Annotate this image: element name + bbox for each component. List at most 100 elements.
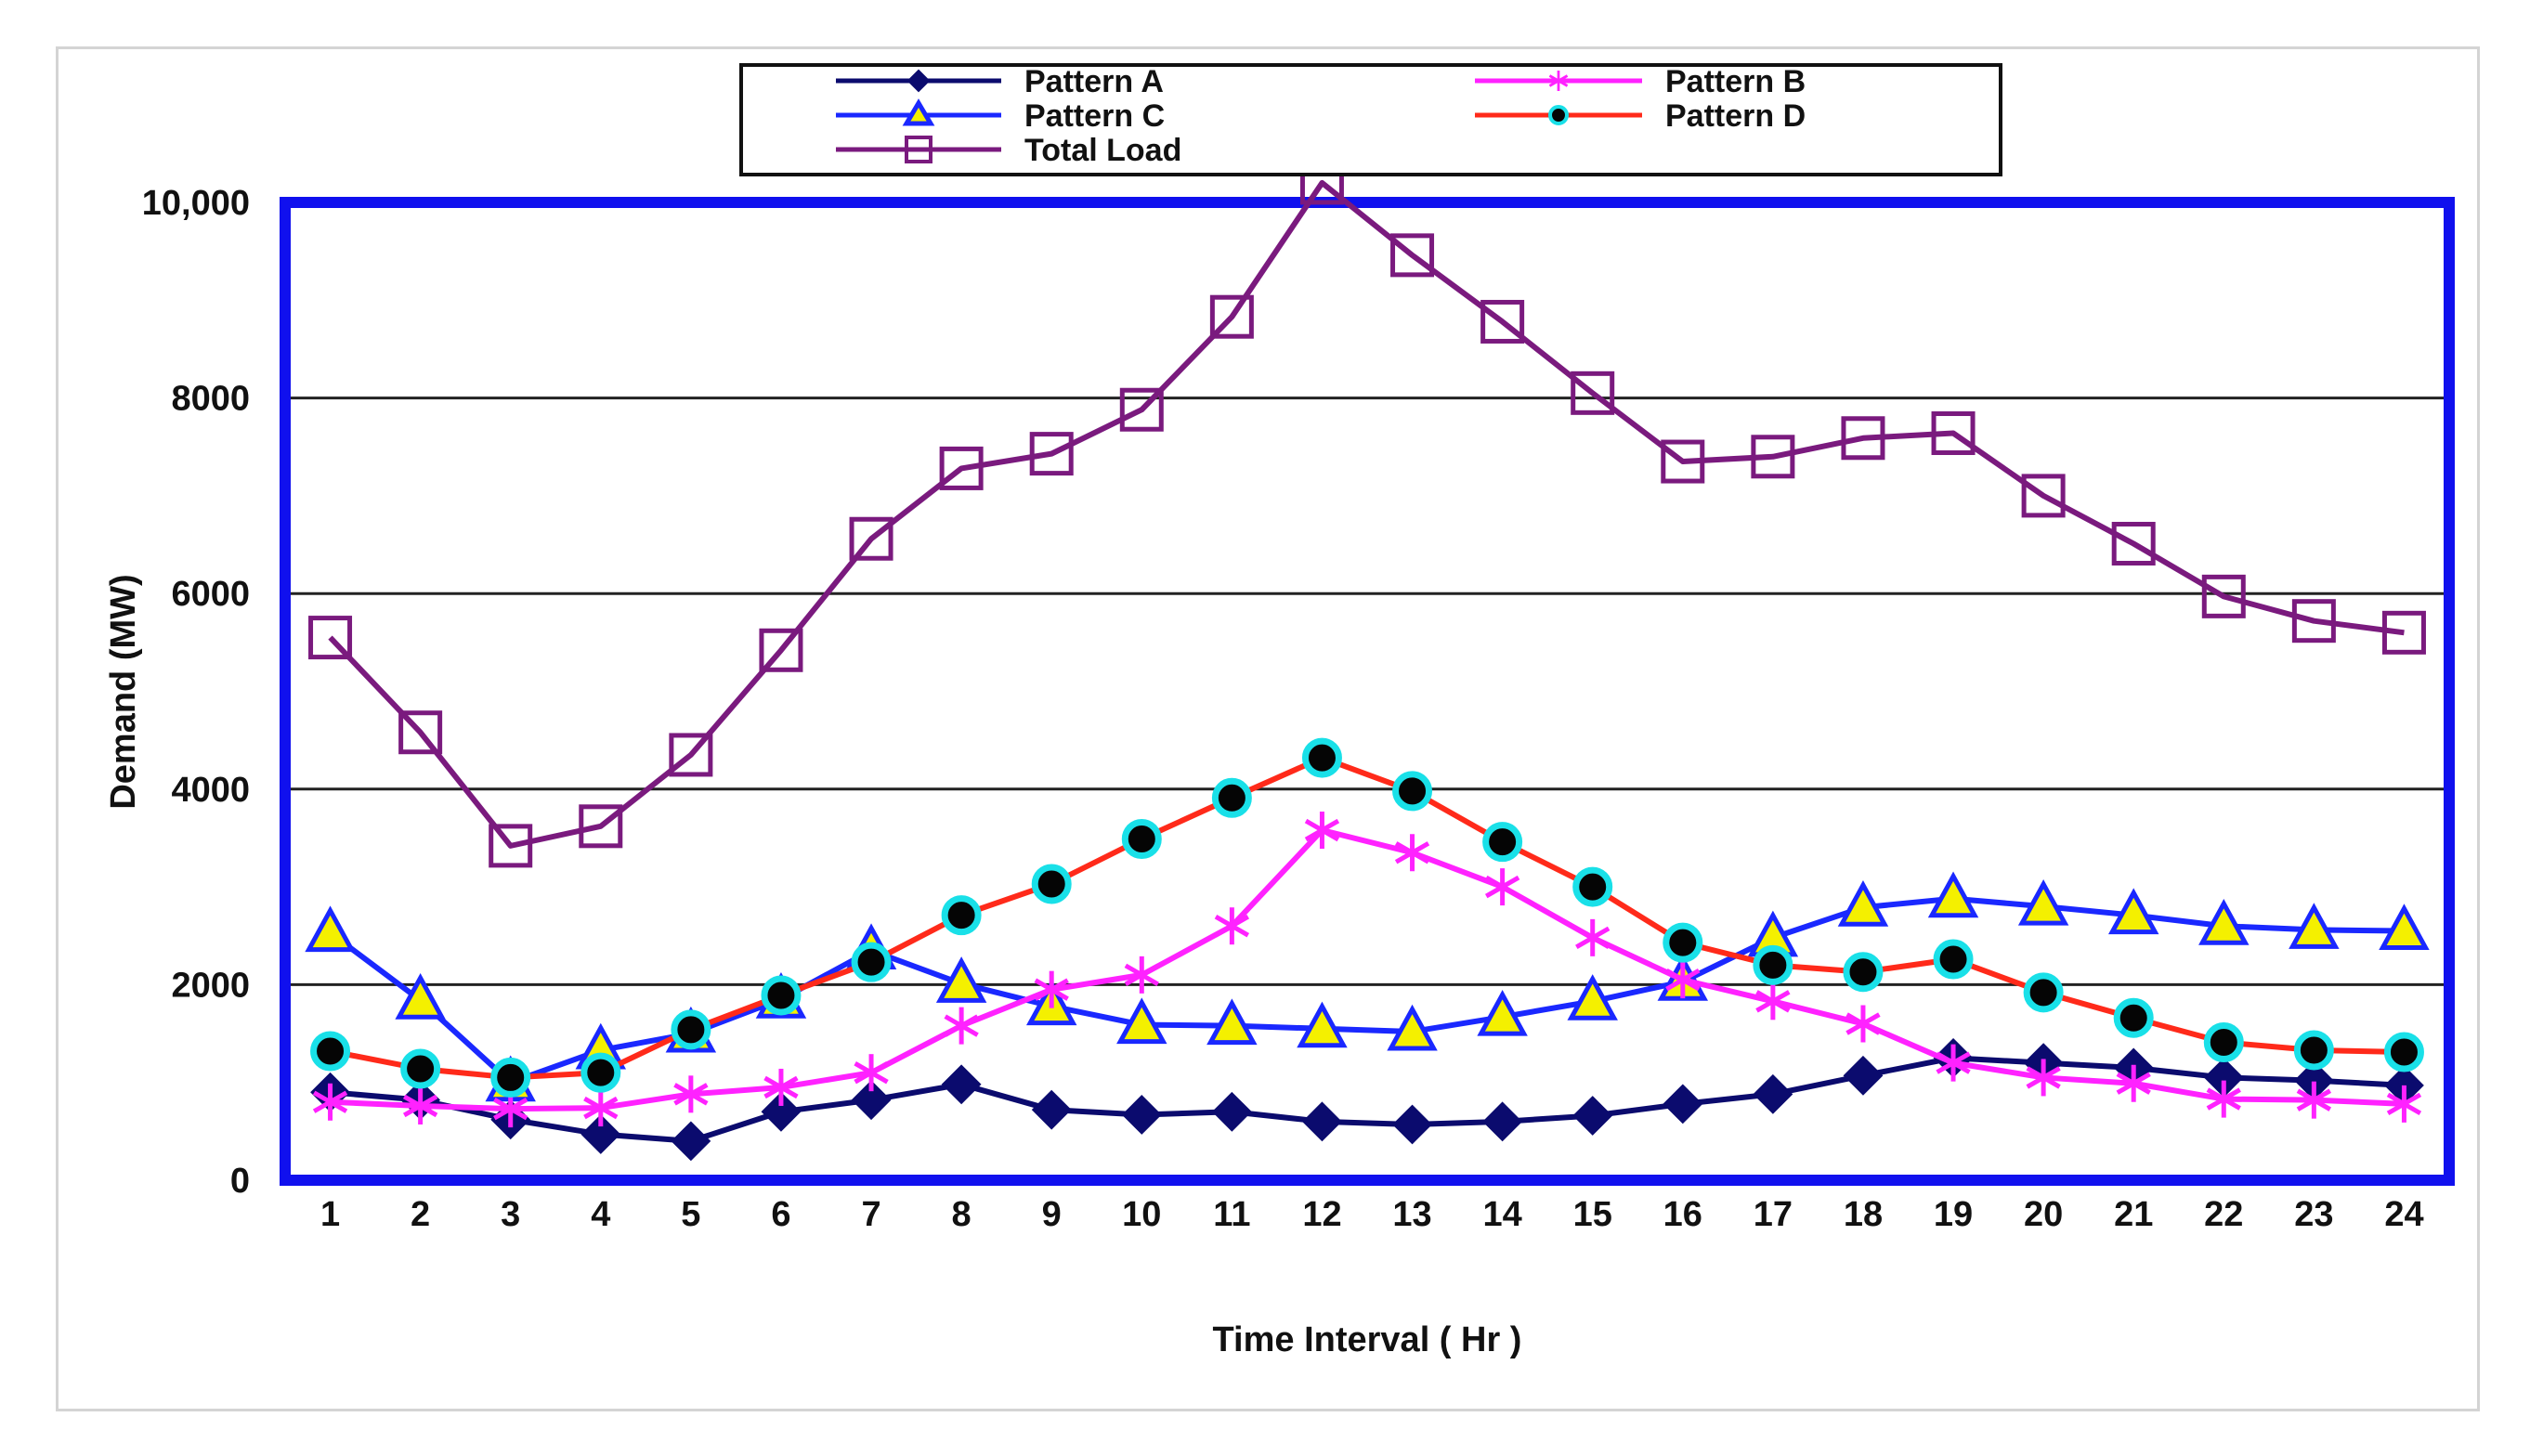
point-total-load	[1571, 370, 1615, 415]
point-pattern-a	[1753, 1073, 1793, 1114]
point-pattern-c	[2198, 899, 2250, 945]
point-pattern-d	[490, 1057, 531, 1098]
series-line-total-load	[328, 179, 2405, 849]
point-pattern-d	[1392, 771, 1433, 812]
point-pattern-d	[1121, 819, 1162, 860]
grid-layer	[285, 396, 2449, 986]
point-pattern-b	[1034, 970, 1069, 1008]
legend-marker-pattern-d	[1548, 105, 1569, 125]
point-pattern-a	[671, 1121, 711, 1162]
point-pattern-b	[944, 1007, 979, 1045]
point-total-load	[1390, 233, 1435, 278]
point-pattern-c	[1387, 1004, 1438, 1051]
point-pattern-c	[395, 973, 446, 1020]
legend-item-pattern-d: Pattern D	[1475, 98, 1806, 134]
y-tick-label: 4000	[171, 771, 250, 810]
point-pattern-d	[1572, 866, 1613, 907]
x-tick-label: 18	[1844, 1195, 1883, 1234]
point-pattern-a	[1121, 1095, 1162, 1135]
point-pattern-b	[1755, 982, 1791, 1020]
legend: Pattern A Pattern B Pattern C Pattern D Tota…	[739, 63, 2002, 176]
point-pattern-d	[1301, 737, 1342, 778]
x-axis-title: Time Interval ( Hr )	[1213, 1320, 1522, 1359]
point-pattern-a	[1843, 1055, 1884, 1096]
point-pattern-d	[1031, 864, 1072, 904]
point-pattern-b	[1214, 907, 1250, 945]
point-pattern-d	[761, 975, 802, 1016]
point-pattern-b	[2296, 1081, 2332, 1119]
point-pattern-b	[312, 1083, 348, 1121]
point-pattern-a	[1663, 1084, 1703, 1124]
series-layer	[305, 161, 2430, 1162]
point-total-load	[1661, 439, 1705, 484]
point-pattern-b	[1394, 834, 1430, 872]
legend-marker-pattern-a	[906, 69, 931, 93]
legend-item-total-load: Total Load	[836, 133, 1181, 168]
x-tick-label: 15	[1573, 1195, 1612, 1234]
point-total-load	[1209, 294, 1254, 339]
plot-area-border	[280, 197, 2455, 1186]
x-tick-label: 4	[591, 1195, 610, 1234]
y-tick-label: 8000	[171, 380, 250, 419]
legend-box	[739, 63, 2002, 176]
x-tick-label: 1	[320, 1195, 340, 1234]
point-pattern-b	[1936, 1044, 1971, 1082]
point-pattern-b	[854, 1054, 889, 1092]
point-pattern-b	[2386, 1085, 2422, 1123]
legend-marker-pattern-b	[1548, 71, 1569, 92]
point-pattern-b	[1304, 812, 1340, 850]
legend-marker-total-load	[905, 136, 932, 163]
point-total-load	[2291, 599, 2336, 644]
point-pattern-c	[305, 905, 356, 953]
x-tick-label: 7	[861, 1195, 880, 1234]
point-total-load	[2021, 474, 2066, 518]
point-total-load	[759, 628, 803, 672]
legend-marker-pattern-c	[902, 98, 935, 126]
point-total-load	[1480, 299, 1525, 344]
x-tick-label: 6	[771, 1195, 790, 1234]
point-pattern-a	[851, 1080, 892, 1121]
x-tick-label: 17	[1754, 1195, 1793, 1234]
point-pattern-b	[2116, 1064, 2151, 1102]
legend-item-pattern-c: Pattern C	[836, 98, 1165, 134]
point-pattern-a	[1392, 1104, 1432, 1145]
point-pattern-d	[2383, 1032, 2424, 1072]
point-total-load	[398, 710, 443, 755]
point-pattern-c	[1206, 998, 1258, 1046]
point-pattern-b	[673, 1075, 709, 1113]
legend-label-pattern-a: Pattern A	[1024, 64, 1164, 99]
chart-frame: 0 2000 4000 6000 8000 10,000 1 2 3 4 5 6 7 8 9 10 11 12 13…	[56, 46, 2480, 1411]
x-tick-label: 9	[1042, 1195, 1062, 1234]
series-total-load	[308, 161, 2426, 868]
point-pattern-a	[1482, 1101, 1523, 1142]
point-total-load	[939, 446, 984, 490]
point-pattern-c	[1297, 1001, 1348, 1048]
point-pattern-c	[1116, 997, 1167, 1045]
point-pattern-d	[310, 1031, 351, 1072]
x-tick-label: 19	[1934, 1195, 1973, 1234]
point-pattern-a	[580, 1114, 621, 1154]
x-tick-label: 11	[1213, 1195, 1250, 1234]
point-pattern-d	[400, 1048, 441, 1089]
point-pattern-d	[1843, 952, 1884, 993]
point-pattern-c	[2379, 904, 2430, 950]
point-pattern-d	[941, 895, 982, 936]
point-total-load	[1119, 387, 1164, 432]
point-pattern-c	[1477, 989, 1528, 1036]
y-tick-label: 10,000	[142, 184, 250, 223]
point-pattern-c	[2289, 903, 2340, 949]
point-pattern-c	[2017, 878, 2069, 926]
x-tick-label: 24	[2384, 1195, 2423, 1234]
legend-label-pattern-d: Pattern D	[1665, 98, 1806, 134]
x-tick-label: 20	[2024, 1195, 2063, 1234]
y-tick-label: 2000	[171, 966, 250, 1005]
point-pattern-b	[1665, 961, 1701, 999]
x-tick-label: 5	[681, 1195, 700, 1234]
point-pattern-b	[1484, 868, 1520, 906]
point-total-load	[1029, 432, 1074, 476]
point-total-load	[849, 516, 893, 561]
x-tick-label: 22	[2204, 1195, 2243, 1234]
point-total-load	[669, 733, 713, 777]
